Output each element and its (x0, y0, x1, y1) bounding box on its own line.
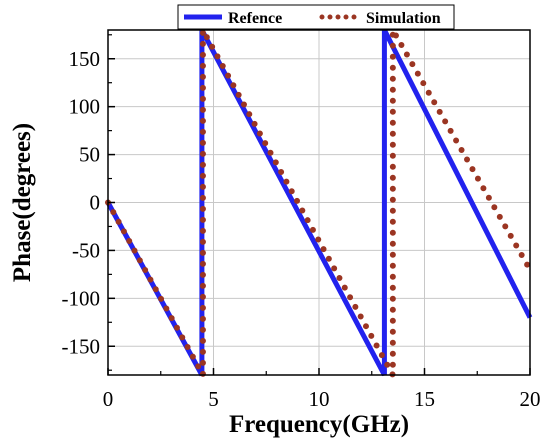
x-tick-label: 20 (520, 387, 541, 411)
series-line-simulation (105, 18, 533, 377)
y-tick-label: -150 (62, 334, 101, 358)
x-tick-label: 15 (414, 387, 435, 411)
legend-box (177, 4, 455, 30)
y-tick-label: -50 (72, 238, 100, 262)
y-tick-label: -100 (62, 286, 101, 310)
legend-label: Simulation (366, 10, 441, 27)
x-tick-label: 5 (208, 387, 219, 411)
y-tick-label: 100 (69, 95, 101, 119)
legend: Refence Simulation (177, 4, 455, 30)
legend-label: Refence (228, 10, 282, 27)
x-axis-title: Frequency(GHz) (229, 411, 409, 438)
axis-ticks (107, 34, 531, 375)
y-tick-label: 150 (69, 47, 101, 71)
y-tick-label: 0 (90, 191, 101, 215)
tick-labels: 0 5 10 15 20 -150 -100 -50 0 50 100 150 (62, 47, 541, 411)
y-axis-title: Phase(degrees) (9, 123, 36, 282)
y-tick-label: 50 (79, 143, 100, 167)
plot-series (105, 18, 533, 377)
x-tick-label: 0 (103, 387, 114, 411)
x-tick-label: 10 (309, 387, 330, 411)
